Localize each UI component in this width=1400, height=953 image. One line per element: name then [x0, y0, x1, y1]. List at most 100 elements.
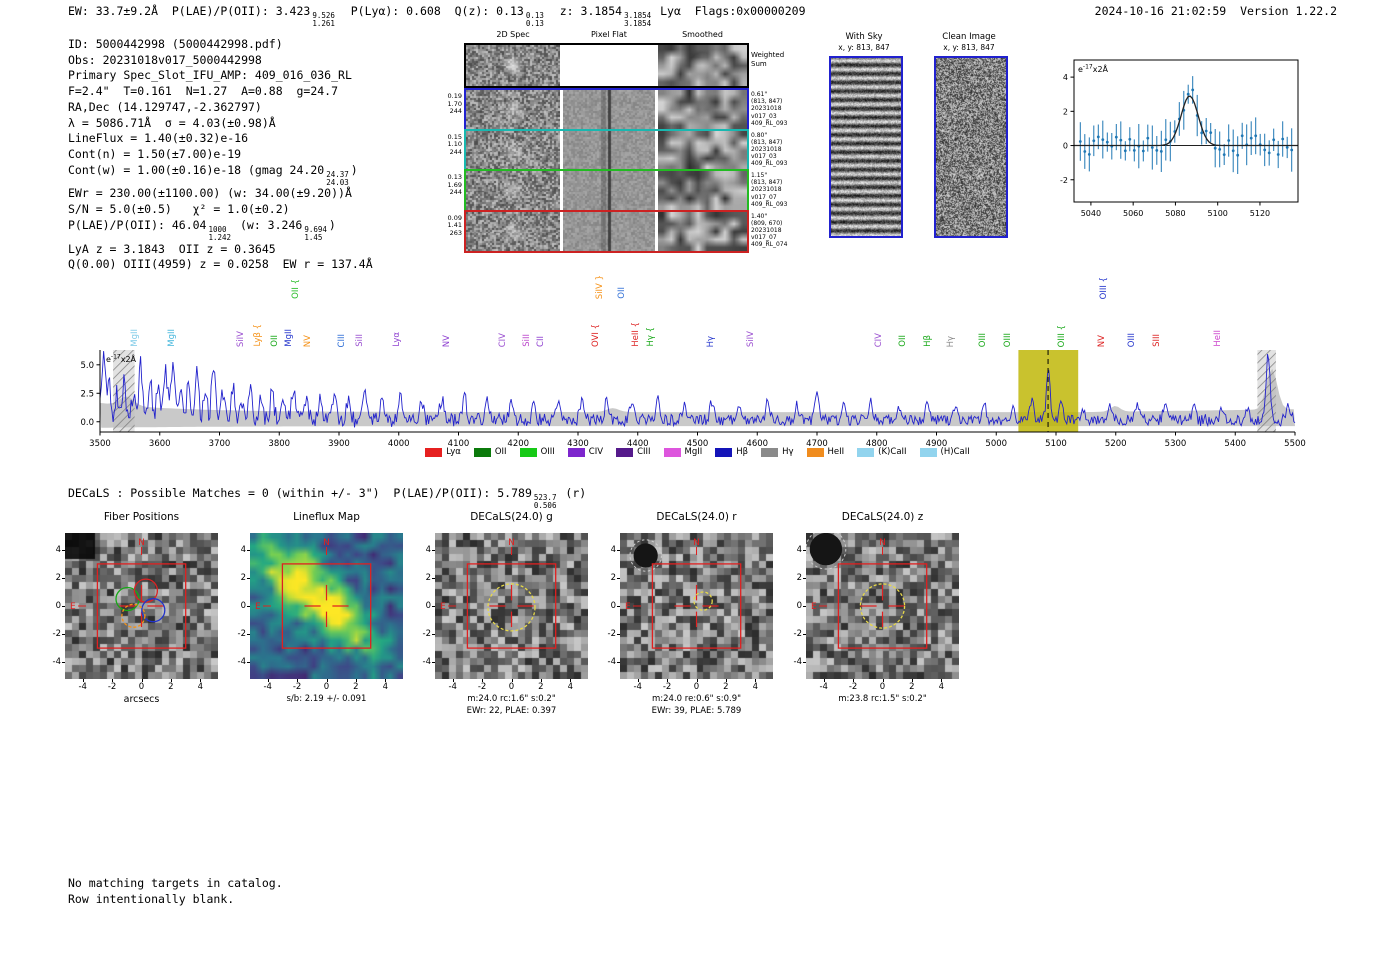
- info-line: λ = 5086.71Å σ = 4.03(±0.98)Å: [68, 116, 373, 132]
- spectrum-x-tick: 4100: [448, 439, 470, 449]
- cutout-overlay-2: NE: [440, 538, 557, 649]
- cutout-title: DECaLS(24.0) g: [470, 511, 553, 523]
- tick-mark: [385, 679, 387, 682]
- detail-line: (813, 847): [751, 98, 783, 106]
- cutout-x-tick: 4: [567, 682, 573, 692]
- weighted-sum-row: [464, 43, 749, 88]
- stacked-uncertainty: 0.13 0.13: [525, 11, 544, 28]
- fiber-circle: [121, 603, 146, 628]
- row-fiber-details: 0.61" (813, 847) 20231018 v017_03 409_RL_093: [751, 91, 799, 127]
- compass-east-label: E: [440, 602, 446, 612]
- tick-mark: [511, 679, 513, 682]
- spec2d-image: [466, 171, 560, 210]
- cutout-y-tick: 4: [55, 544, 61, 555]
- cutout-caption: m:24.0 re:0.6" s:0.9": [651, 694, 742, 704]
- legend-label: (K)CaII: [878, 447, 907, 457]
- cutout-x-tick: 2: [723, 682, 729, 692]
- scale-value: 0.09: [447, 213, 462, 222]
- inset-y-tick: 2: [1063, 107, 1068, 116]
- text-run: Cont(w) = 1.00(±0.16)e-18 (gmag 24.20: [68, 162, 325, 177]
- spectrum-x-tick: 3500: [89, 439, 111, 449]
- spectrum-x-tick: 5200: [1105, 439, 1127, 449]
- spectrum-legend: Lyα OII OIII CIV CIII MgII Hβ Hγ HeII (K)CaII (H)C…: [100, 447, 1295, 457]
- cutout-xlabel: arcsecs: [123, 694, 160, 705]
- fiber-cutout-grid: 2D Spec Pixel Flat Smoothed Weighted Sum 0.19…: [0, 0, 1400, 300]
- cutout-x-tick: 0: [138, 682, 145, 692]
- text-run: DECaLS : Possible Matches = 0 (within +/…: [68, 486, 532, 500]
- compass-north-label: N: [138, 538, 145, 548]
- legend-swatch: [663, 447, 681, 457]
- cutout-caption: m:23.8 rc:1.5" s:0.2": [838, 694, 927, 704]
- legend-label: OIII: [540, 447, 555, 457]
- scale-value: 1.10: [447, 140, 462, 149]
- tick-mark: [617, 662, 620, 664]
- tick-mark: [432, 549, 435, 551]
- spec2d-image: [466, 130, 560, 170]
- spectrum-x-tick: 4400: [627, 439, 649, 449]
- pixel-flat-image: [563, 90, 655, 129]
- cutout-y-tick: -4: [237, 657, 246, 668]
- weighted-sum-label: Weighted Sum: [751, 51, 799, 68]
- cutout-y-tick: -4: [793, 657, 802, 668]
- legend-item-H: Hγ: [761, 447, 794, 457]
- detail-line: 20231018: [751, 145, 782, 153]
- smoothed-image: [658, 130, 747, 170]
- pixel-flat-image: [563, 171, 655, 210]
- spectrum-x-tick: 4300: [567, 439, 589, 449]
- spectrum-x-tick: 3600: [149, 439, 171, 449]
- info-line: RA,Dec (14.129747,-2.362797): [68, 100, 373, 116]
- spectrum-x-tick: 4900: [926, 439, 948, 449]
- spectrum-x-tick: 4200: [507, 439, 529, 449]
- cutout-y-tick: 4: [796, 544, 802, 555]
- aperture-circle: [693, 591, 713, 611]
- scale-value: 1.69: [447, 180, 462, 189]
- cutout-title: Lineflux Map: [293, 511, 360, 523]
- detail-line: 20231018: [751, 186, 782, 194]
- detail-line: v017_03: [751, 153, 777, 161]
- compass-north-label: N: [693, 538, 700, 548]
- cutout-y-tick: -2: [52, 629, 61, 640]
- cutout-image-0: [65, 533, 218, 679]
- scale-value: 0.19: [447, 92, 462, 100]
- scale-value: 244: [449, 188, 462, 197]
- fiber-row-1: [464, 88, 749, 131]
- tick-mark: [432, 634, 435, 636]
- cutout-y-tick: 2: [240, 572, 246, 583]
- spectrum-trace: [99, 351, 1296, 428]
- fiber-row-2: [464, 128, 749, 172]
- cutout-y-tick: 2: [55, 572, 61, 583]
- info-line: Obs: 20231018v017_5000442998: [68, 53, 373, 69]
- inset-x-tick: 5060: [1123, 209, 1143, 218]
- legend-label: Lyα: [446, 447, 461, 457]
- cutout-overlay-3: NE: [625, 538, 742, 649]
- scale-value: 0.15: [447, 132, 462, 141]
- spectrum-svg: 3500 3600 3700 3800 3900 4000 4100 4200 4300 4400…: [80, 350, 1306, 449]
- tick-mark: [911, 679, 913, 682]
- spectrum-x-tick: 4000: [388, 439, 410, 449]
- stacked-uncertainty: 3.1854 3.1854: [624, 11, 652, 28]
- text-run: EWr = 230.00(±1100.00) (w: 34.00(±9.20))…: [68, 186, 352, 201]
- detail-line: 0.61": [751, 91, 768, 98]
- detail-line: Sum: [751, 59, 767, 68]
- tick-mark: [432, 606, 435, 607]
- decals-match-line: DECaLS : Possible Matches = 0 (within +/…: [68, 486, 586, 510]
- extraction-box: [466, 563, 557, 649]
- pixel-flat-image: [563, 45, 655, 86]
- tick-mark: [112, 679, 114, 682]
- sky-panel-xy: x, y: 813, 847: [838, 43, 890, 52]
- inset-x-tick: 5100: [1208, 209, 1228, 218]
- legend-label: CIV: [588, 447, 604, 457]
- legend-label: OII: [494, 447, 507, 457]
- tick-mark: [62, 606, 65, 607]
- tick-mark: [725, 679, 727, 682]
- cutout-y-tick: 4: [240, 544, 246, 555]
- tick-mark: [803, 634, 806, 636]
- cutout-x-tick: 4: [382, 682, 388, 692]
- cutout-x-tick: -2: [477, 682, 487, 692]
- legend-label: MgII: [684, 447, 703, 457]
- info-line: P(LAE)/P(OII): 46.04 1000 1.242 (w: 3.246 9…: [68, 218, 373, 242]
- cutout-caption: s/b: 2.19 +/- 0.091: [286, 694, 367, 704]
- tick-mark: [62, 662, 65, 664]
- detail-line: 0.80": [751, 131, 768, 139]
